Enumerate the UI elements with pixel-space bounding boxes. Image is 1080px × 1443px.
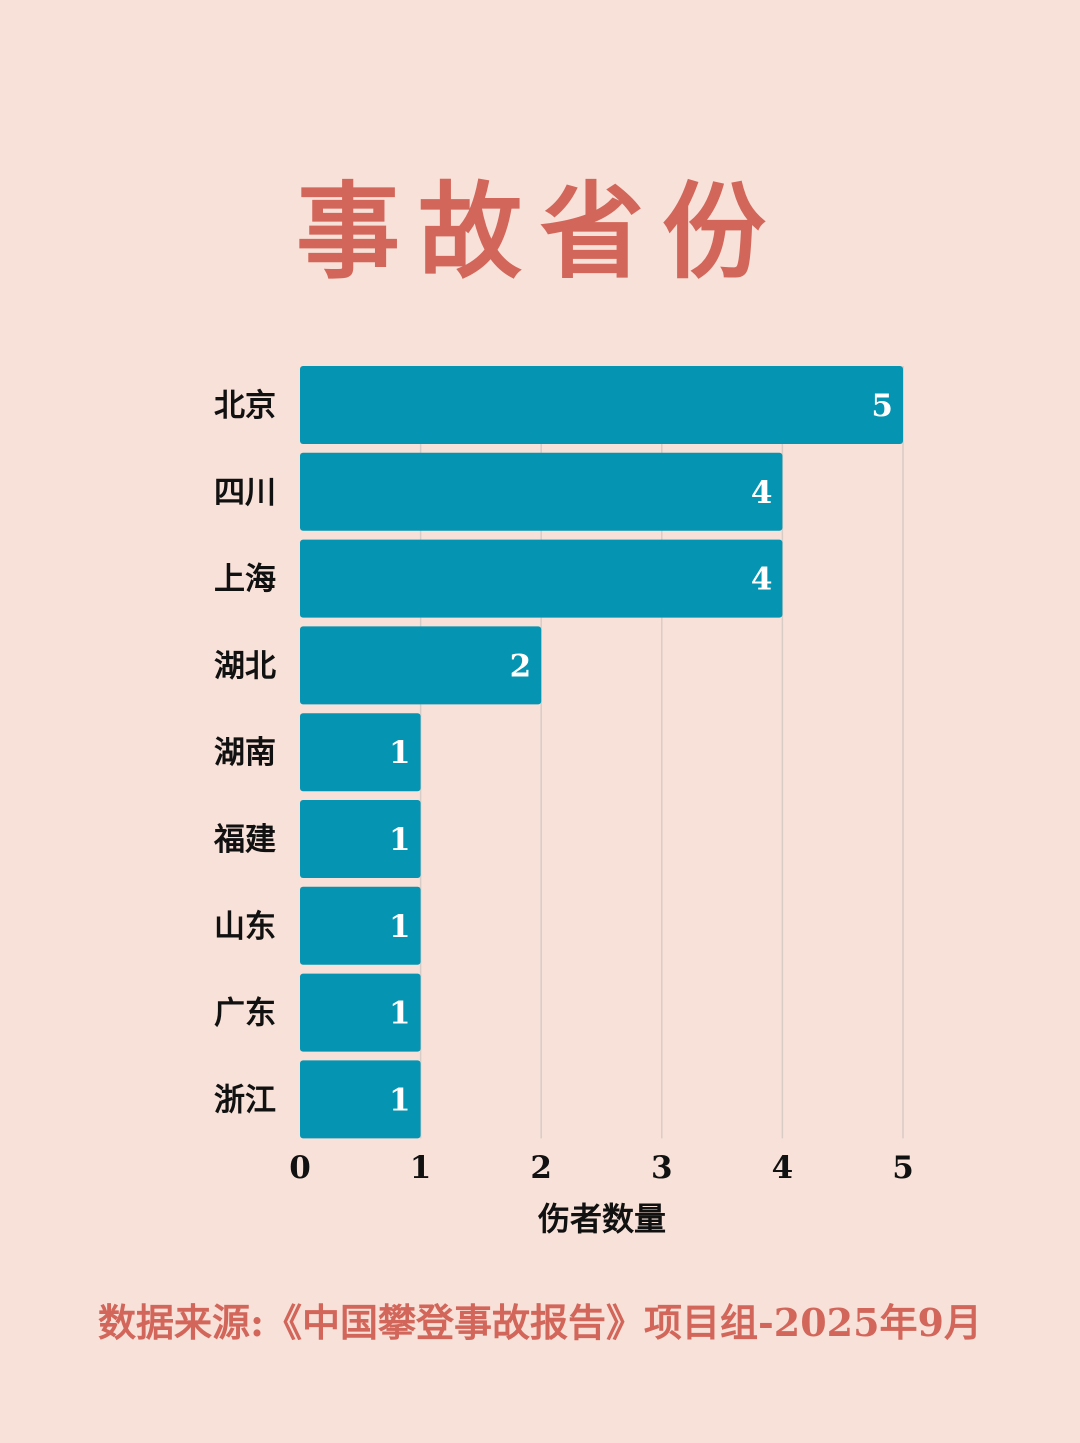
bar-value-label: 1	[389, 822, 411, 858]
bar-4	[300, 713, 421, 792]
bar-value-label: 5	[871, 388, 893, 424]
bar-5	[300, 800, 421, 878]
chart-title: 事故省份	[295, 170, 784, 293]
data-source-note: 数据来源:《中国攀登事故报告》项目组-2025年9月	[97, 1300, 982, 1345]
category-label: 四川	[214, 475, 276, 511]
category-label: 湖南	[214, 735, 276, 771]
category-label: 福建	[213, 822, 276, 858]
bar-value-label: 1	[389, 996, 411, 1032]
bar-value-label: 1	[389, 909, 411, 945]
x-axis-label: 伤者数量	[537, 1200, 666, 1238]
category-label: 北京	[214, 388, 276, 424]
bar-6	[300, 886, 421, 965]
bar-7	[300, 973, 421, 1052]
bar-value-label: 4	[751, 475, 773, 511]
category-label: 山东	[214, 909, 276, 945]
x-tick-label: 4	[772, 1150, 794, 1186]
bar-value-label: 1	[389, 1082, 411, 1118]
x-tick-label: 3	[651, 1150, 673, 1186]
x-tick-labels: 0 1 2 3 4 5	[289, 1150, 914, 1186]
category-label: 广东	[214, 996, 276, 1032]
bar-8	[300, 1060, 421, 1139]
bars: 5 4 4 2 1 1 1 1 1	[300, 366, 903, 1139]
category-label: 上海	[214, 562, 276, 598]
x-tick-label: 5	[892, 1150, 914, 1186]
bar-0	[300, 366, 903, 444]
x-tick-label: 1	[410, 1150, 432, 1186]
x-tick-label: 0	[289, 1150, 311, 1186]
bar-value-label: 4	[751, 562, 773, 598]
bar-value-label: 2	[510, 648, 532, 684]
bar-2	[300, 539, 783, 618]
bar-1	[300, 452, 783, 531]
bar-3	[300, 626, 542, 705]
bar-value-label: 1	[389, 735, 411, 771]
category-label: 浙江	[214, 1082, 276, 1118]
category-label: 湖北	[214, 648, 276, 684]
x-tick-label: 2	[530, 1150, 552, 1186]
